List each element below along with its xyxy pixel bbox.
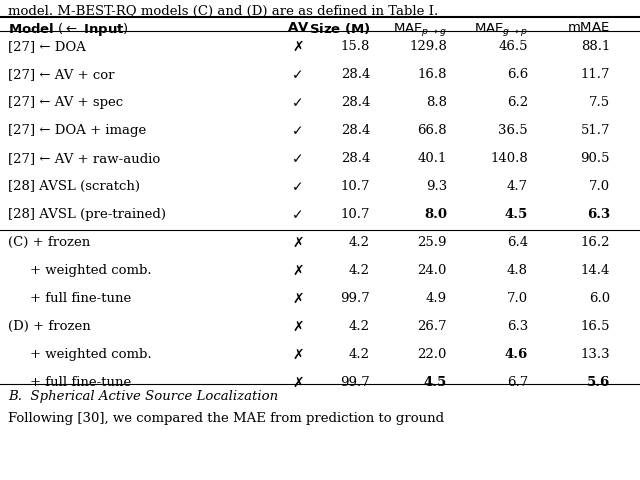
Text: 6.6: 6.6 — [507, 68, 528, 81]
Text: 36.5: 36.5 — [499, 124, 528, 137]
Text: ✓: ✓ — [292, 124, 304, 138]
Text: 8.8: 8.8 — [426, 96, 447, 109]
Text: 15.8: 15.8 — [340, 40, 370, 53]
Text: $\mathrm{mMAE}$: $\mathrm{mMAE}$ — [567, 21, 610, 34]
Text: ✗: ✗ — [292, 320, 304, 334]
Text: [27] ← DOA + image: [27] ← DOA + image — [8, 124, 147, 137]
Text: 16.5: 16.5 — [580, 320, 610, 333]
Text: 6.3: 6.3 — [587, 208, 610, 221]
Text: 5.6: 5.6 — [587, 376, 610, 389]
Text: 9.3: 9.3 — [426, 180, 447, 193]
Text: 129.8: 129.8 — [409, 40, 447, 53]
Text: 46.5: 46.5 — [499, 40, 528, 53]
Text: 6.7: 6.7 — [507, 376, 528, 389]
Text: ✓: ✓ — [292, 180, 304, 194]
Text: 99.7: 99.7 — [340, 292, 370, 305]
Text: B.  Spherical Active Source Localization: B. Spherical Active Source Localization — [8, 390, 278, 403]
Text: 26.7: 26.7 — [417, 320, 447, 333]
Text: 8.0: 8.0 — [424, 208, 447, 221]
Text: $\mathrm{MAE}_{g \to p}$: $\mathrm{MAE}_{g \to p}$ — [474, 21, 528, 38]
Text: [28] AVSL (scratch): [28] AVSL (scratch) — [8, 180, 140, 193]
Text: ✓: ✓ — [292, 152, 304, 166]
Text: 4.6: 4.6 — [505, 348, 528, 361]
Text: ✗: ✗ — [292, 40, 304, 54]
Text: 24.0: 24.0 — [418, 264, 447, 277]
Text: 6.2: 6.2 — [507, 96, 528, 109]
Text: 16.8: 16.8 — [417, 68, 447, 81]
Text: 7.0: 7.0 — [589, 180, 610, 193]
Text: 6.0: 6.0 — [589, 292, 610, 305]
Text: 28.4: 28.4 — [340, 152, 370, 165]
Text: 13.3: 13.3 — [580, 348, 610, 361]
Text: 7.5: 7.5 — [589, 96, 610, 109]
Text: ✗: ✗ — [292, 348, 304, 362]
Text: 28.4: 28.4 — [340, 68, 370, 81]
Text: 14.4: 14.4 — [580, 264, 610, 277]
Text: 140.8: 140.8 — [490, 152, 528, 165]
Text: ✓: ✓ — [292, 96, 304, 110]
Text: [27] ← AV + cor: [27] ← AV + cor — [8, 68, 115, 81]
Text: + weighted comb.: + weighted comb. — [30, 264, 152, 277]
Text: 22.0: 22.0 — [418, 348, 447, 361]
Text: $\mathrm{MAE}_{p \to g}$: $\mathrm{MAE}_{p \to g}$ — [393, 21, 447, 38]
Text: $\mathbf{Size\ (M)}$: $\mathbf{Size\ (M)}$ — [308, 21, 370, 36]
Text: 16.2: 16.2 — [580, 236, 610, 249]
Text: 6.3: 6.3 — [507, 320, 528, 333]
Text: ✗: ✗ — [292, 236, 304, 250]
Text: $\mathbf{AV}$: $\mathbf{AV}$ — [287, 21, 309, 34]
Text: 4.5: 4.5 — [505, 208, 528, 221]
Text: 51.7: 51.7 — [580, 124, 610, 137]
Text: (C) + frozen: (C) + frozen — [8, 236, 90, 249]
Text: + full fine-tune: + full fine-tune — [30, 376, 131, 389]
Text: 88.1: 88.1 — [580, 40, 610, 53]
Text: 90.5: 90.5 — [580, 152, 610, 165]
Text: ✗: ✗ — [292, 292, 304, 306]
Text: 66.8: 66.8 — [417, 124, 447, 137]
Text: 7.0: 7.0 — [507, 292, 528, 305]
Text: 28.4: 28.4 — [340, 124, 370, 137]
Text: 6.4: 6.4 — [507, 236, 528, 249]
Text: 4.8: 4.8 — [507, 264, 528, 277]
Text: (D) + frozen: (D) + frozen — [8, 320, 91, 333]
Text: ✓: ✓ — [292, 68, 304, 82]
Text: model. M-BEST-RQ models (C) and (D) are as defined in Table I.: model. M-BEST-RQ models (C) and (D) are … — [8, 5, 438, 18]
Text: + full fine-tune: + full fine-tune — [30, 292, 131, 305]
Text: 4.2: 4.2 — [349, 236, 370, 249]
Text: [27] ← AV + spec: [27] ← AV + spec — [8, 96, 123, 109]
Text: $\mathbf{Model}$ $(\leftarrow$ $\mathbf{Input})$: $\mathbf{Model}$ $(\leftarrow$ $\mathbf{… — [8, 21, 129, 38]
Text: 99.7: 99.7 — [340, 376, 370, 389]
Text: 4.9: 4.9 — [426, 292, 447, 305]
Text: 11.7: 11.7 — [580, 68, 610, 81]
Text: 28.4: 28.4 — [340, 96, 370, 109]
Text: 10.7: 10.7 — [340, 180, 370, 193]
Text: ✗: ✗ — [292, 264, 304, 278]
Text: ✗: ✗ — [292, 376, 304, 390]
Text: [28] AVSL (pre-trained): [28] AVSL (pre-trained) — [8, 208, 166, 221]
Text: Following [30], we compared the MAE from prediction to ground: Following [30], we compared the MAE from… — [8, 412, 444, 425]
Text: [27] ← AV + raw-audio: [27] ← AV + raw-audio — [8, 152, 160, 165]
Text: 4.2: 4.2 — [349, 264, 370, 277]
Text: 4.5: 4.5 — [424, 376, 447, 389]
Text: 10.7: 10.7 — [340, 208, 370, 221]
Text: 4.2: 4.2 — [349, 348, 370, 361]
Text: [27] ← DOA: [27] ← DOA — [8, 40, 86, 53]
Text: 25.9: 25.9 — [417, 236, 447, 249]
Text: 4.2: 4.2 — [349, 320, 370, 333]
Text: 40.1: 40.1 — [418, 152, 447, 165]
Text: + weighted comb.: + weighted comb. — [30, 348, 152, 361]
Text: ✓: ✓ — [292, 208, 304, 222]
Text: 4.7: 4.7 — [507, 180, 528, 193]
